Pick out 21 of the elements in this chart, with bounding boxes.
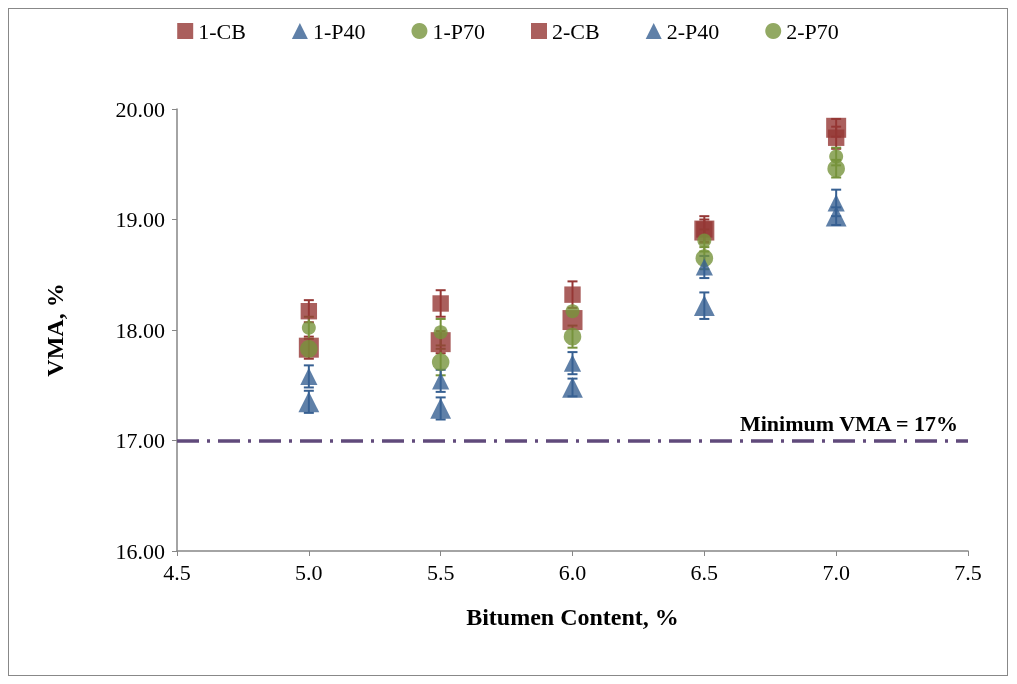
x-tick-label: 6.5 — [690, 559, 719, 585]
x-axis-title: Bitumen Content, % — [466, 604, 679, 630]
x-tick-label: 6.0 — [558, 559, 587, 585]
x-tick-label: 7.5 — [954, 559, 982, 585]
y-axis-title: VMA, % — [42, 283, 68, 377]
y-tick-label: 20.00 — [115, 96, 165, 122]
y-tick-label: 16.00 — [115, 538, 165, 564]
legend-label: 1-P70 — [432, 18, 485, 44]
x-tick-label: 4.5 — [163, 559, 191, 585]
legend-label: 2-P70 — [786, 18, 839, 44]
x-tick-label: 5.5 — [426, 559, 455, 585]
x-tick-label: 5.0 — [295, 559, 323, 585]
x-tick-label: 7.0 — [822, 559, 850, 585]
ref-line-label: Minimum VMA = 17% — [739, 411, 958, 436]
y-tick-label: 18.00 — [115, 317, 165, 343]
legend-label: 2-CB — [552, 18, 600, 44]
y-tick-label: 17.00 — [115, 428, 165, 453]
y-tick-label: 19.00 — [115, 207, 165, 232]
legend-label: 1-CB — [198, 18, 246, 44]
legend-label: 1-P40 — [312, 18, 366, 44]
legend-label: 2-P40 — [666, 18, 720, 44]
